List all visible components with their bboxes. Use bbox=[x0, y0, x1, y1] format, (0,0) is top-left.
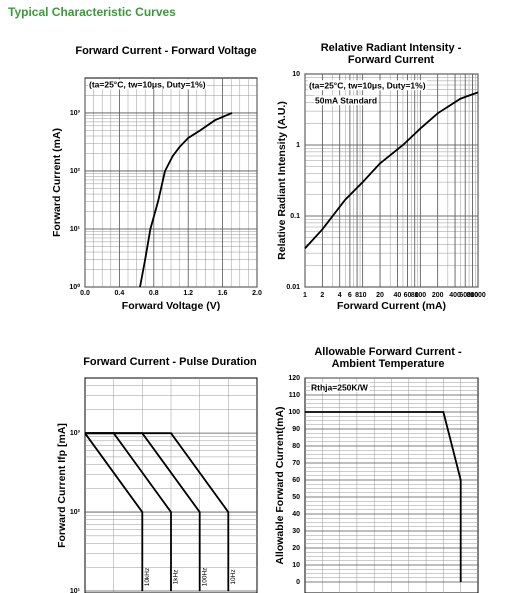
annotation-box bbox=[314, 95, 379, 106]
y-tick-label: 90 bbox=[292, 426, 300, 433]
x-tick-label: 8 bbox=[355, 292, 359, 299]
y-axis-label: Relative Radiant Intensity (A.U.) bbox=[276, 101, 288, 260]
chart-title: Forward Current - Forward Voltage bbox=[75, 45, 256, 57]
x-tick-label: 100 bbox=[414, 292, 426, 299]
series-line bbox=[84, 432, 144, 591]
y-tick-label: 100 bbox=[288, 409, 300, 416]
y-tick-label: 1 bbox=[296, 142, 300, 149]
x-tick-label: 1 bbox=[303, 292, 307, 299]
annotation-box bbox=[310, 382, 370, 393]
y-tick-label: 10² bbox=[70, 509, 81, 516]
x-tick-label: 800 bbox=[467, 292, 479, 299]
y-tick-label: 10³ bbox=[70, 110, 81, 117]
annotation-box bbox=[308, 80, 427, 91]
annotation: 50mA Standard bbox=[315, 95, 377, 105]
x-tick-label: 1000 bbox=[470, 292, 486, 299]
y-tick-label: 10² bbox=[70, 168, 81, 175]
y-tick-label: 110 bbox=[289, 392, 300, 399]
chart-title: Allowable Forward Current - bbox=[314, 346, 462, 358]
x-tick-label: 4 bbox=[338, 292, 342, 299]
x-axis-label: Forward Voltage (V) bbox=[122, 300, 220, 312]
y-tick-label: 50 bbox=[292, 494, 300, 501]
y-axis-label: Forward Current (mA) bbox=[51, 128, 63, 237]
x-tick-label: 20 bbox=[376, 292, 384, 299]
x-tick-label: 1.6 bbox=[218, 290, 228, 297]
y-tick-label: 60 bbox=[292, 477, 300, 484]
annotation: (ta=25°C, tw=10μs, Duty=1%) bbox=[309, 80, 426, 90]
y-tick-label: 80 bbox=[292, 443, 300, 450]
x-tick-label: 60 bbox=[404, 292, 412, 299]
y-tick-label: 70 bbox=[292, 460, 300, 467]
y-tick-label: 0.1 bbox=[290, 213, 300, 220]
series-label: 10kHz bbox=[144, 568, 151, 586]
x-axis-label: Forward Current (mA) bbox=[337, 300, 446, 312]
y-tick-label: 120 bbox=[288, 375, 300, 382]
x-tick-label: 80 bbox=[411, 292, 419, 299]
x-tick-label: 6 bbox=[348, 292, 352, 299]
series-line bbox=[139, 112, 233, 288]
x-tick-label: 2 bbox=[320, 292, 324, 299]
y-tick-label: 40 bbox=[292, 511, 300, 518]
y-tick-label: 10¹ bbox=[70, 588, 81, 593]
y-tick-label: 10¹ bbox=[70, 226, 81, 233]
y-tick-label: 10 bbox=[292, 562, 300, 569]
x-tick-label: 400 bbox=[449, 292, 461, 299]
x-tick-label: 0.8 bbox=[149, 290, 159, 297]
x-tick-label: 0.0 bbox=[80, 290, 90, 297]
annotation-box bbox=[88, 79, 207, 90]
y-tick-label: 20 bbox=[292, 545, 300, 552]
x-tick-label: 2.0 bbox=[252, 290, 262, 297]
y-tick-label: 10 bbox=[292, 71, 300, 78]
series-label: 10Hz bbox=[230, 569, 237, 584]
y-tick-label: 30 bbox=[292, 528, 300, 535]
x-tick-label: 1.2 bbox=[183, 290, 193, 297]
plot-frame bbox=[304, 73, 479, 288]
page-title: Typical Characteristic Curves bbox=[8, 5, 176, 19]
annotation: (ta=25°C, tw=10μs, Duty=1%) bbox=[89, 79, 206, 89]
chart-title: Ambient Temperature bbox=[332, 358, 445, 370]
series-line bbox=[304, 91, 479, 250]
chart-title: Forward Current - Pulse Duration bbox=[83, 356, 257, 368]
annotation: Rthja=250K/W bbox=[311, 382, 369, 392]
y-axis-label: Allowable Forward Current(mA) bbox=[274, 406, 286, 564]
y-tick-label: 0.01 bbox=[286, 284, 300, 291]
series-label: 100Hz bbox=[201, 568, 208, 587]
series-line bbox=[85, 432, 230, 591]
y-tick-label: 0 bbox=[296, 579, 300, 586]
chart-title: Forward Current bbox=[348, 54, 435, 66]
y-tick-label: 10⁰ bbox=[69, 283, 80, 291]
y-tick-label: 10³ bbox=[70, 430, 81, 437]
x-tick-label: 600 bbox=[459, 292, 471, 299]
series-line bbox=[305, 411, 462, 582]
chart-title: Relative Radiant Intensity - bbox=[321, 42, 462, 54]
x-tick-label: 0.4 bbox=[115, 290, 125, 297]
series-label: 1kHz bbox=[173, 570, 180, 585]
x-tick-label: 10 bbox=[359, 292, 367, 299]
x-tick-label: 200 bbox=[432, 292, 444, 299]
y-axis-label: Forward Current Ifp [mA] bbox=[56, 423, 68, 548]
x-tick-label: 40 bbox=[393, 292, 401, 299]
